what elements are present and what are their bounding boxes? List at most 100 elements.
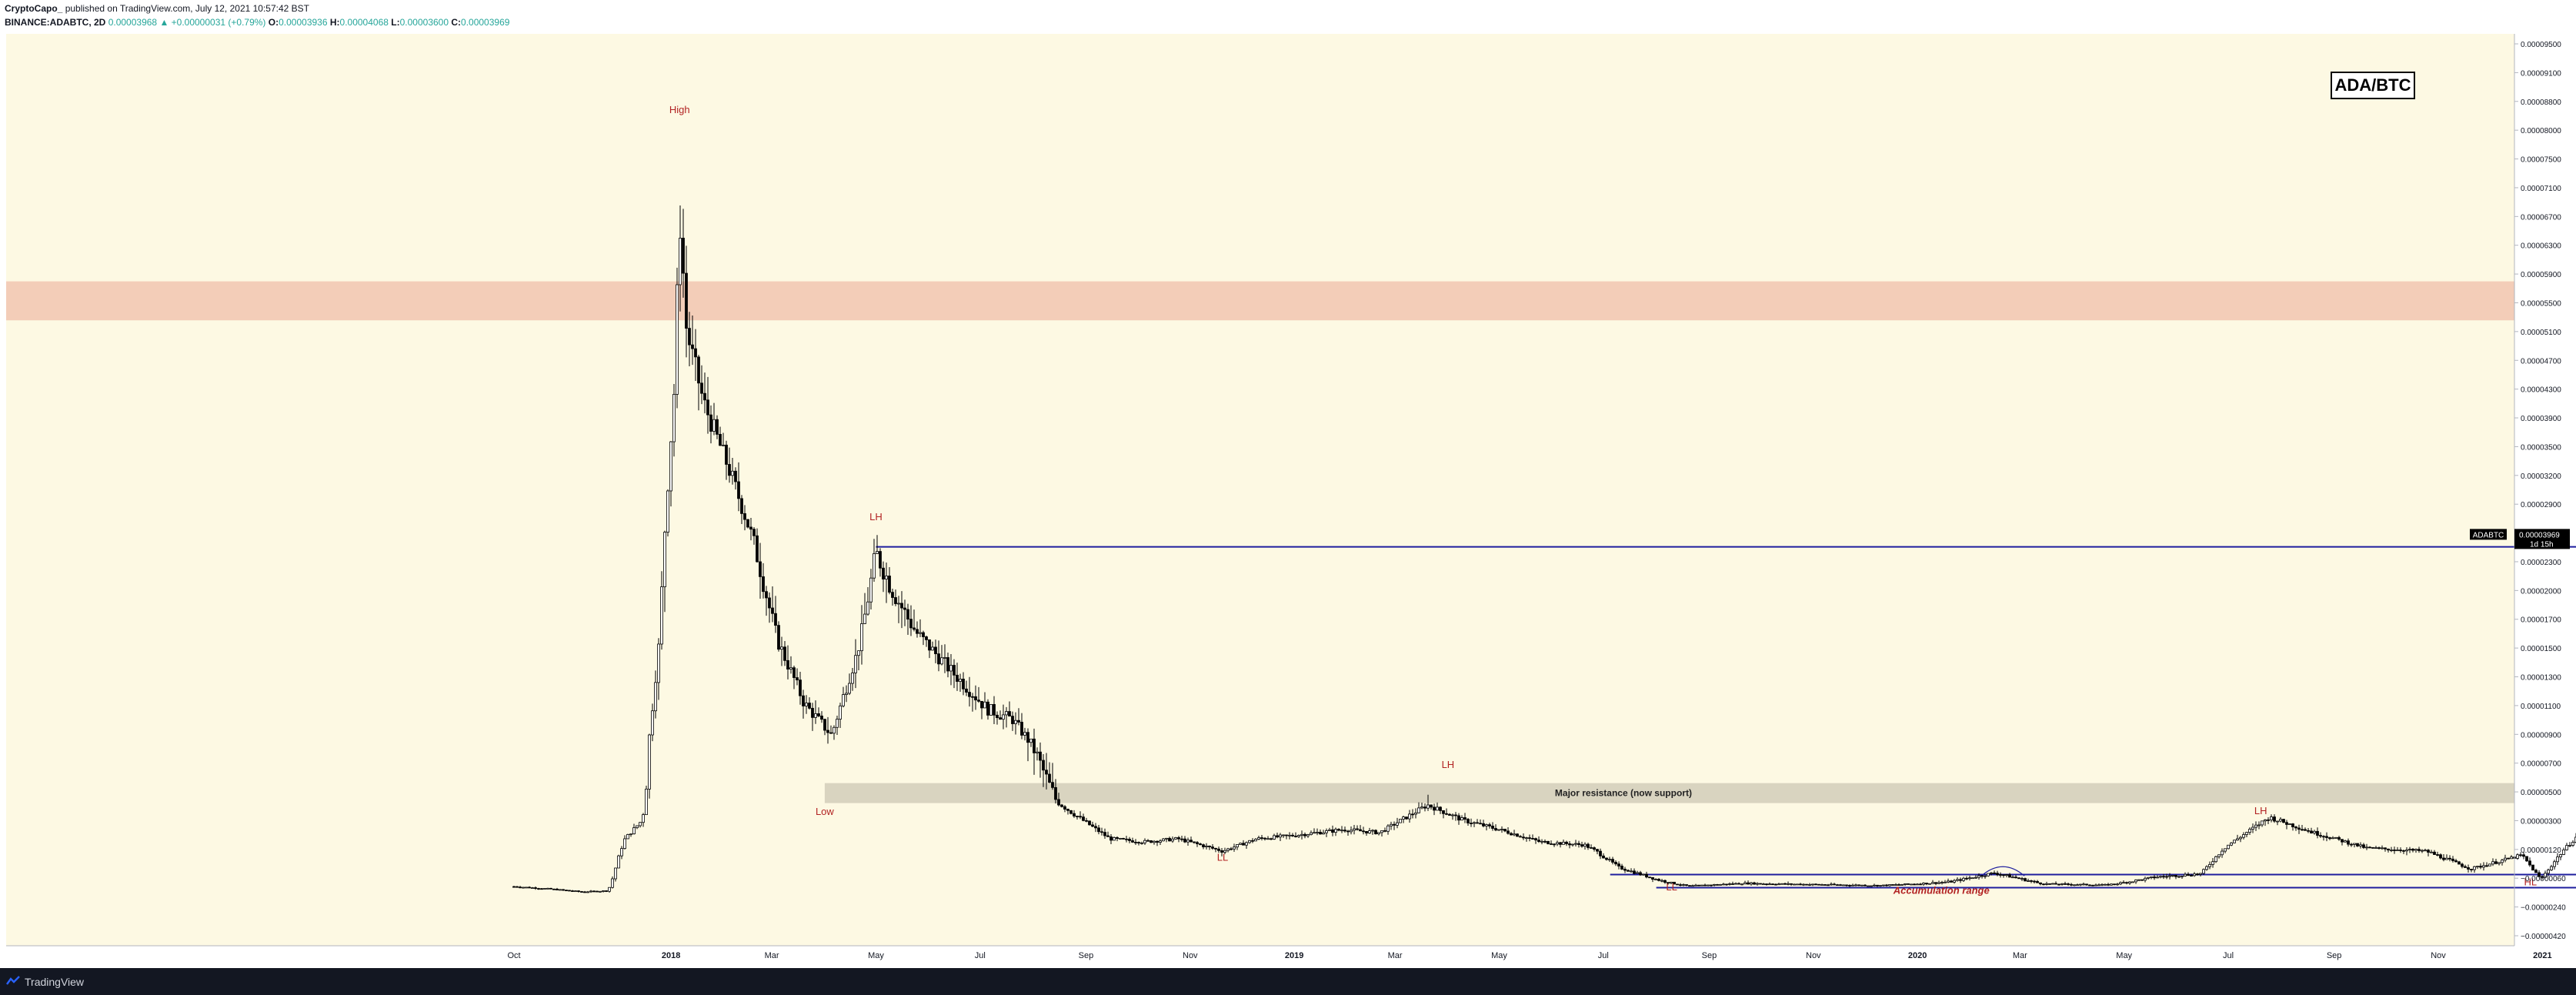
- candle-body: [1550, 843, 1553, 845]
- candle-body: [722, 444, 725, 446]
- candle-body: [2285, 822, 2288, 825]
- candle-body: [2353, 843, 2356, 845]
- candle-body: [2464, 866, 2467, 868]
- candle-body: [1482, 823, 1485, 826]
- candle-body: [663, 532, 666, 587]
- candle-body: [636, 825, 639, 829]
- candle-body: [1146, 840, 1150, 842]
- x-tick-label: Nov: [1183, 951, 1198, 960]
- candle-body: [2451, 858, 2454, 861]
- candle-body: [1467, 819, 1470, 823]
- candle-body: [1639, 872, 1642, 876]
- candle-body: [1143, 840, 1146, 843]
- candle-body: [1374, 830, 1377, 835]
- candle-body: [2017, 877, 2020, 880]
- candle-body: [2310, 830, 2313, 833]
- candle-body: [2073, 884, 2076, 886]
- candle-body: [740, 498, 743, 514]
- symbol-label[interactable]: BINANCE:ADABTC, 2D: [5, 17, 106, 28]
- candle-body: [1580, 844, 1583, 847]
- candle-body: [848, 683, 851, 694]
- x-tick-label: Mar: [2013, 951, 2027, 960]
- candle-body: [765, 591, 768, 599]
- price-chart[interactable]: Major resistance (now support) High LH Low…: [0, 34, 2576, 968]
- candle-body: [796, 677, 799, 681]
- candle-body: [2067, 883, 2070, 885]
- candle-body: [1817, 883, 1820, 886]
- candle-body: [1500, 829, 1503, 830]
- candle-body: [2196, 873, 2199, 876]
- candle-body: [596, 890, 599, 893]
- candle-body: [1919, 883, 1922, 886]
- tradingview-logo-icon[interactable]: [6, 975, 20, 986]
- footer-bar: TradingView: [0, 968, 2576, 995]
- candle-body: [2205, 866, 2208, 870]
- candle-body: [589, 890, 592, 893]
- candle-body: [1894, 884, 1897, 886]
- candle-body: [2377, 847, 2381, 849]
- candle-body: [2147, 876, 2150, 879]
- candle-body: [2541, 876, 2544, 878]
- candle-body: [2079, 883, 2082, 886]
- candle-body: [2024, 878, 2027, 882]
- candle-body: [2384, 847, 2387, 850]
- publisher-name[interactable]: CryptoCapo_: [5, 3, 63, 14]
- candle-body: [580, 891, 583, 893]
- candle-body: [1623, 869, 1627, 871]
- candle-body: [1651, 876, 1654, 880]
- candle-body: [2562, 849, 2565, 855]
- time-axis[interactable]: Oct 2018 Mar May Jul Sep Nov 2019 Mar May Jul Sep No…: [6, 945, 2576, 960]
- candle-body: [2005, 874, 2008, 876]
- candle-body: [1488, 824, 1491, 826]
- candle-body: [1470, 823, 1473, 824]
- candle-body: [1174, 837, 1177, 840]
- candle-body: [1857, 884, 1860, 886]
- candle-body: [592, 890, 596, 893]
- candle-body: [2030, 880, 2033, 882]
- candle-body: [2184, 873, 2187, 876]
- candle-body: [2427, 850, 2430, 853]
- candle-body: [629, 833, 632, 836]
- candle-body: [1257, 837, 1260, 840]
- candle-body: [2568, 845, 2571, 846]
- candle-body: [1682, 884, 1685, 886]
- x-tick-label: Sep: [1702, 951, 1717, 960]
- candle-body: [1568, 843, 1571, 846]
- low-value: 0.00003600: [399, 17, 449, 28]
- candle-body: [2405, 850, 2408, 852]
- candle-body: [1996, 873, 1999, 875]
- candle-body: [851, 673, 854, 684]
- y-tick-label: 0.00005100: [2521, 329, 2561, 337]
- ohlc-legend: BINANCE:ADABTC, 2D 0.00003968 ▲ +0.00000…: [5, 17, 509, 28]
- footer-brand[interactable]: TradingView: [25, 976, 85, 988]
- candle-body: [1233, 846, 1236, 850]
- levels-layer: [876, 546, 2576, 889]
- candle-body: [2057, 883, 2060, 886]
- candle-body: [746, 519, 749, 528]
- candle-body: [2374, 847, 2377, 849]
- candle-body: [1719, 883, 1722, 886]
- price-axis[interactable]: 0.00009500 0.00009100 0.00008800 0.00008000…: [2514, 34, 2566, 946]
- candle-body: [1088, 820, 1091, 826]
- x-tick-label: 2021: [2533, 951, 2551, 960]
- y-tick-label: 0.00009100: [2521, 69, 2561, 78]
- candle-body: [792, 667, 796, 678]
- x-tick-label: Jul: [1598, 951, 1609, 960]
- y-tick-label: 0.00002300: [2521, 559, 2561, 567]
- candle-body: [1242, 843, 1245, 846]
- support-zone-label: Major resistance (now support): [1555, 788, 1692, 799]
- candle-body: [2085, 883, 2088, 886]
- support-zone: [824, 783, 2514, 803]
- candle-body: [2556, 856, 2559, 863]
- candle-body: [1784, 883, 1787, 885]
- candle-body: [2101, 883, 2104, 886]
- candle-body: [1417, 807, 1420, 813]
- candle-body: [2313, 830, 2316, 833]
- candle-body: [512, 886, 516, 888]
- candle-body: [916, 629, 919, 634]
- symbol-tag: ADABTC: [2473, 531, 2504, 539]
- candle-body: [2470, 869, 2473, 870]
- candle-body: [756, 535, 759, 563]
- candle-body: [1097, 827, 1100, 833]
- candle-body: [1522, 836, 1525, 839]
